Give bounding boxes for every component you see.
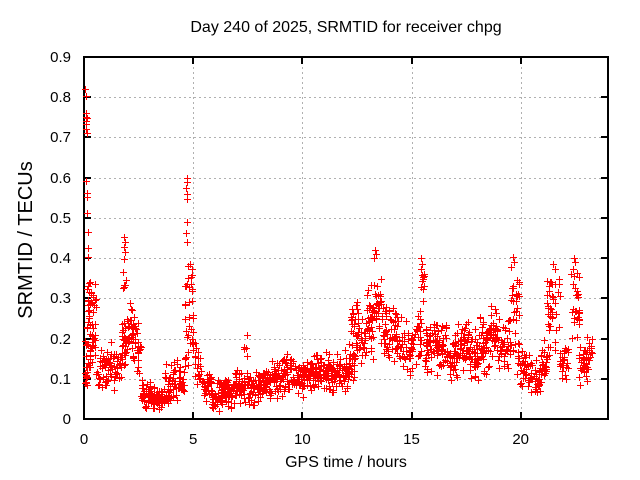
scatter-points	[82, 86, 596, 415]
y-tick-label: 0.9	[50, 49, 71, 66]
x-tick-label: 15	[403, 431, 420, 448]
y-tick-label: 0.3	[50, 290, 71, 307]
x-tick-label: 10	[294, 431, 311, 448]
y-tick-label: 0.4	[50, 250, 71, 267]
y-axis-label: SRMTID / TECUs	[15, 161, 37, 318]
x-tick-labels: 0 5 10 15 20	[80, 431, 529, 448]
y-tick-labels: 0 0.1 0.2 0.3 0.4 0.5 0.6 0.7 0.8 0.9	[50, 49, 71, 428]
y-tick-label: 0.1	[50, 371, 71, 388]
y-tick-label: 0	[63, 411, 71, 428]
y-tick-label: 0.6	[50, 170, 71, 187]
x-tick-label: 20	[512, 431, 529, 448]
y-tick-label: 0.2	[50, 331, 71, 348]
y-tick-label: 0.8	[50, 89, 71, 106]
chart-title: Day 240 of 2025, SRMTID for receiver chp…	[190, 19, 501, 36]
plot-frame	[83, 56, 609, 420]
y-tick-label: 0.7	[50, 129, 71, 146]
x-tick-label: 5	[189, 431, 197, 448]
x-tick-label: 0	[80, 431, 88, 448]
x-axis-label: GPS time / hours	[285, 454, 407, 471]
y-tick-label: 0.5	[50, 210, 71, 227]
